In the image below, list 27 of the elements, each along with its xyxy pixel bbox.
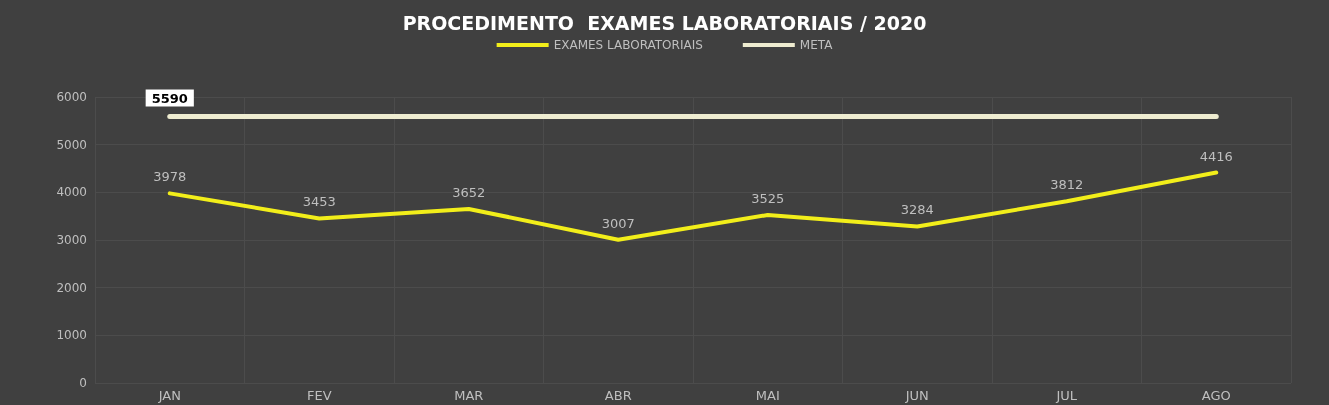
data-label: 3978 xyxy=(153,169,187,185)
y-tick-label: 5000 xyxy=(56,137,87,152)
y-tick-label: 4000 xyxy=(56,185,87,200)
x-tick-label: MAI xyxy=(755,388,780,403)
x-tick-label: JAN xyxy=(157,388,181,403)
data-label: 4416 xyxy=(1199,148,1233,164)
x-tick-label: JUL xyxy=(1055,388,1078,403)
y-tick-label: 1000 xyxy=(56,328,87,343)
x-tick-label: ABR xyxy=(604,388,632,403)
data-label: 3284 xyxy=(900,202,934,218)
y-tick-label: 3000 xyxy=(56,233,87,247)
data-label: 3652 xyxy=(452,184,486,200)
data-label: 3812 xyxy=(1050,177,1084,193)
x-tick-label: JUN xyxy=(904,388,929,403)
data-label: 3007 xyxy=(601,215,635,231)
y-tick-label: 2000 xyxy=(56,280,87,295)
x-tick-label: FEV xyxy=(306,388,332,403)
data-label: 5590 xyxy=(151,90,188,106)
chart-title: PROCEDIMENTO EXAMES LABORATORIAIS / 2020 xyxy=(402,11,927,34)
x-tick-label: MAR xyxy=(454,388,484,403)
legend-label: EXAMES LABORATORIAIS xyxy=(553,38,703,52)
legend-label: META xyxy=(799,38,834,52)
y-tick-label: 0 xyxy=(79,376,87,390)
y-tick-label: 6000 xyxy=(56,90,87,104)
x-tick-label: AGO xyxy=(1201,388,1231,403)
data-label: 3453 xyxy=(302,194,336,210)
data-label: 3525 xyxy=(751,190,785,206)
